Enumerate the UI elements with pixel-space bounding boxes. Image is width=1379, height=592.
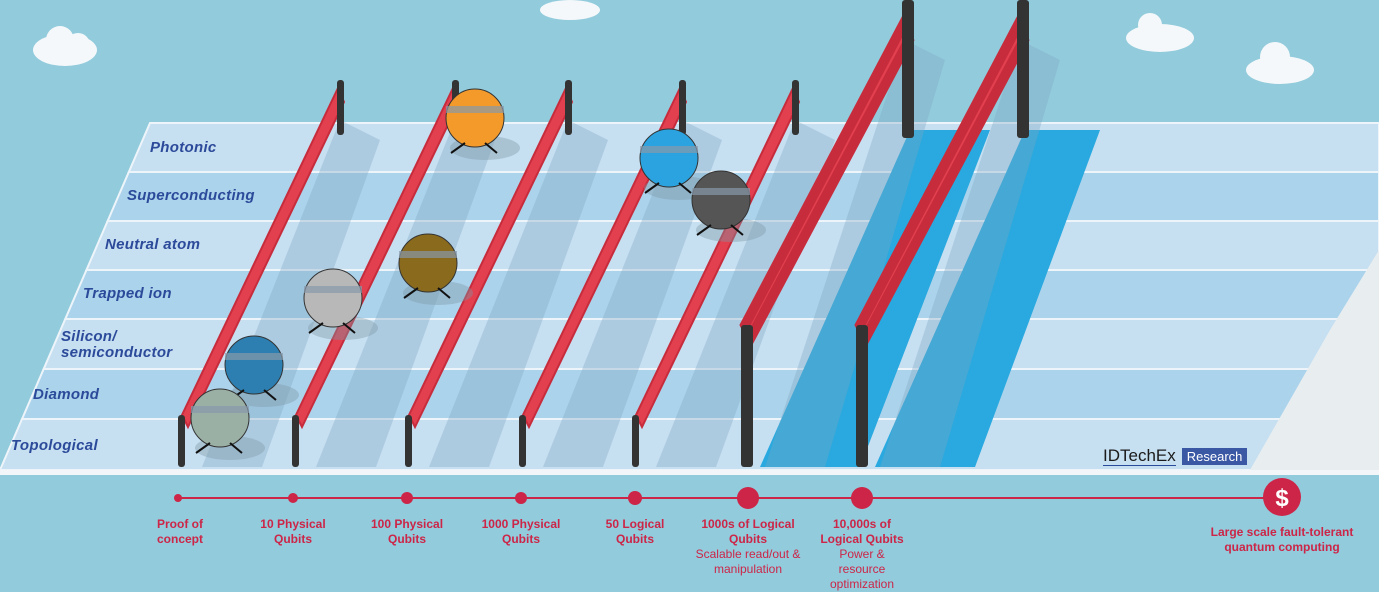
row-label-topological: Topological: [11, 437, 98, 454]
svg-text:$: $: [1275, 485, 1289, 512]
milestone-2: 100 Physical Qubits: [370, 517, 444, 546]
milestone-dot-6: [851, 487, 873, 509]
clouds: [33, 0, 1314, 84]
milestone-3: 1000 Physical Qubits: [481, 517, 561, 546]
idtechex-logo: IDTechEx Research: [1103, 446, 1248, 466]
row-label-diamond: Diamond: [33, 386, 100, 403]
row-label-photonic: Photonic: [150, 139, 217, 156]
milestone-dot-3: [515, 492, 527, 504]
qubit-ball-topological: [190, 388, 265, 460]
milestone-dot-4: [628, 491, 642, 505]
hurdle-7: [854, 0, 1060, 467]
qubit-characters: [190, 88, 766, 460]
row-label-superconducting: Superconducting: [127, 187, 255, 204]
logo-tag: Research: [1181, 448, 1248, 465]
dollar-icon: $: [1263, 478, 1301, 516]
milestone-goal: Large scale fault-tolerant quantum compu…: [1210, 525, 1354, 554]
milestone-dot-2: [401, 492, 413, 504]
qubit-ball-photonic: [445, 88, 520, 160]
milestone-dot-0: [174, 494, 182, 502]
qubit-ball-superconducting-2: [691, 170, 766, 242]
hurdle-3: [405, 80, 608, 467]
row-label-trapped-ion: Trapped ion: [83, 285, 172, 302]
hurdle-6: [739, 0, 945, 467]
track-end: [1250, 250, 1379, 470]
qubit-ball-neutral-atom: [398, 233, 473, 305]
milestone-dot-5: [737, 487, 759, 509]
logo-brand: IDTechEx: [1103, 446, 1176, 466]
milestone-4: 50 Logical Qubits: [605, 517, 665, 546]
lane-trapped-ion: [63, 269, 1379, 320]
qubit-ball-silicon: [224, 335, 299, 407]
milestone-1: 10 Physical Qubits: [260, 517, 326, 546]
row-label-silicon: Silicon/ semiconductor: [61, 328, 173, 361]
milestone-dot-1: [288, 493, 298, 503]
milestone-5: 1000s of Logical Qubits Scalable read/out…: [695, 517, 801, 576]
row-label-neutral-atom: Neutral atom: [105, 236, 201, 253]
milestone-0: Proof of concept: [156, 517, 203, 546]
milestone-6: 10,000s of Logical Qubits Power & resourc…: [820, 517, 904, 591]
hurdle-5: [632, 80, 835, 467]
qubit-ball-trapped-ion: [303, 268, 378, 340]
